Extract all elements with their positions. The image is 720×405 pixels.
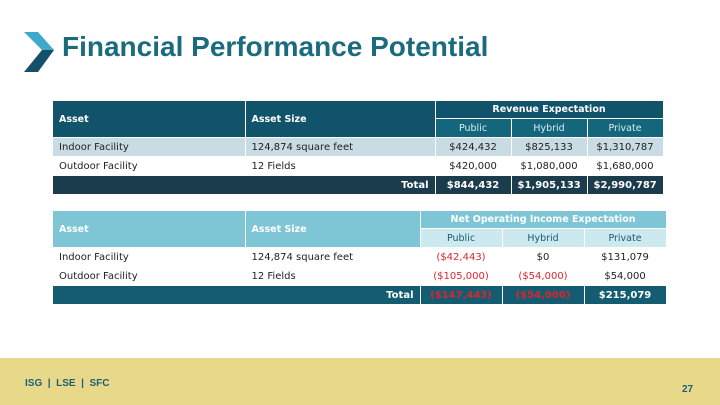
cell-public: $424,432	[435, 137, 512, 157]
page-title: Financial Performance Potential	[62, 31, 489, 62]
header-revenue-expectation: Revenue Expectation	[435, 101, 664, 119]
total-hybrid: $1,905,133	[511, 175, 588, 195]
total-public: ($147,443)	[420, 285, 503, 305]
cell-asset: Indoor Facility	[53, 247, 246, 267]
chevron-logo-icon	[24, 32, 54, 72]
total-row: Total $844,432 $1,905,133 $2,990,787	[53, 175, 664, 195]
cell-private: $1,680,000	[587, 156, 664, 176]
total-hybrid: ($54,000)	[502, 285, 585, 305]
cell-asset: Indoor Facility	[53, 137, 246, 157]
noi-table: Asset Asset Size Net Operating Income Ex…	[53, 211, 667, 305]
page-number: 27	[682, 384, 694, 395]
table-row: Outdoor Facility 12 Fields $420,000 $1,0…	[53, 156, 664, 176]
cell-public: ($42,443)	[420, 247, 503, 267]
revenue-table: Asset Asset Size Revenue Expectation Pub…	[53, 101, 664, 195]
cell-hybrid: $825,133	[511, 137, 588, 157]
header-asset: Asset	[53, 211, 246, 248]
header-hybrid: Hybrid	[511, 118, 588, 138]
cell-hybrid: $1,080,000	[511, 156, 588, 176]
total-private: $215,079	[584, 285, 667, 305]
total-public: $844,432	[435, 175, 512, 195]
cell-size: 124,874 square feet	[245, 137, 436, 157]
header-public: Public	[420, 228, 503, 248]
footer-bar: ISG | LSE | SFC 27	[0, 358, 720, 405]
cell-size: 12 Fields	[245, 156, 436, 176]
total-label: Total	[53, 285, 421, 305]
header-private: Private	[584, 228, 667, 248]
table-row: Indoor Facility 124,874 square feet $424…	[53, 137, 664, 157]
cell-size: 124,874 square feet	[245, 247, 421, 267]
cell-private: $54,000	[584, 266, 667, 286]
cell-asset: Outdoor Facility	[53, 156, 246, 176]
cell-hybrid: $0	[502, 247, 585, 267]
cell-asset: Outdoor Facility	[53, 266, 246, 286]
header-asset-size: Asset Size	[245, 101, 436, 138]
footer-text: ISG | LSE | SFC	[25, 378, 110, 389]
total-row: Total ($147,443) ($54,000) $215,079	[53, 285, 667, 305]
cell-size: 12 Fields	[245, 266, 421, 286]
cell-private: $1,310,787	[587, 137, 664, 157]
table-row: Indoor Facility 124,874 square feet ($42…	[53, 247, 667, 267]
cell-public: ($105,000)	[420, 266, 503, 286]
total-label: Total	[53, 175, 436, 195]
header-public: Public	[435, 118, 512, 138]
table-row: Outdoor Facility 12 Fields ($105,000) ($…	[53, 266, 667, 286]
header-asset-size: Asset Size	[245, 211, 421, 248]
cell-private: $131,079	[584, 247, 667, 267]
header-private: Private	[587, 118, 664, 138]
cell-public: $420,000	[435, 156, 512, 176]
header-noi-expectation: Net Operating Income Expectation	[420, 211, 667, 229]
header-asset: Asset	[53, 101, 246, 138]
header-hybrid: Hybrid	[502, 228, 585, 248]
cell-hybrid: ($54,000)	[502, 266, 585, 286]
total-private: $2,990,787	[587, 175, 664, 195]
